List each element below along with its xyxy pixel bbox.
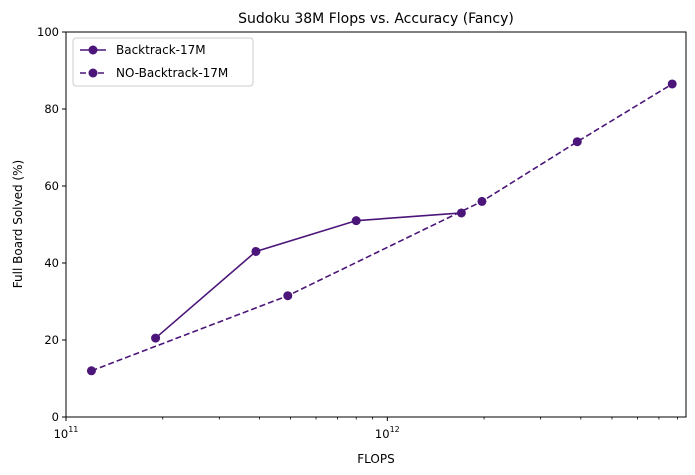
y-tick-label: 0 [52, 410, 59, 424]
series-2-point [572, 137, 582, 147]
legend-marker-2 [88, 68, 98, 78]
series-2-point [283, 291, 293, 301]
series-1-point [151, 333, 161, 343]
legend-marker-1 [88, 45, 98, 55]
x-tick-label: 1012 [375, 425, 400, 441]
series-1-point [251, 246, 261, 256]
legend-box [72, 37, 254, 87]
x-axis-label: FLOPS [357, 452, 394, 466]
x-tick-exponent: 11 [68, 425, 78, 434]
legend-label-1: Backtrack-17M [116, 43, 206, 57]
series-layer [86, 79, 677, 376]
series-2-point [86, 366, 96, 376]
y-tick-label: 80 [44, 102, 59, 116]
x-axis: 1011 1012 [54, 417, 678, 441]
y-axis-label: Full Board Solved (%) [11, 160, 25, 288]
series-2-point [477, 196, 487, 206]
y-tick-label: 100 [37, 25, 59, 39]
plot-frame [65, 31, 687, 418]
series-1-point [351, 216, 361, 226]
series-line-2 [91, 83, 673, 372]
x-tick-base: 10 [375, 427, 390, 441]
series-line-1 [155, 212, 462, 339]
y-axis: 0 20 40 60 80 100 [37, 25, 66, 424]
y-tick-label: 20 [44, 333, 59, 347]
legend: Backtrack-17M NO-Backtrack-17M [72, 37, 254, 87]
y-tick-label: 60 [44, 179, 59, 193]
legend-label-2: NO-Backtrack-17M [116, 66, 228, 80]
plot-area [65, 31, 687, 418]
y-tick-label: 40 [44, 256, 59, 270]
x-tick-base: 10 [54, 427, 69, 441]
x-tick-exponent: 12 [390, 425, 400, 434]
x-tick-label: 1011 [54, 425, 79, 441]
chart-title: Sudoku 38M Flops vs. Accuracy (Fancy) [238, 11, 514, 27]
series-2-point [667, 79, 677, 89]
